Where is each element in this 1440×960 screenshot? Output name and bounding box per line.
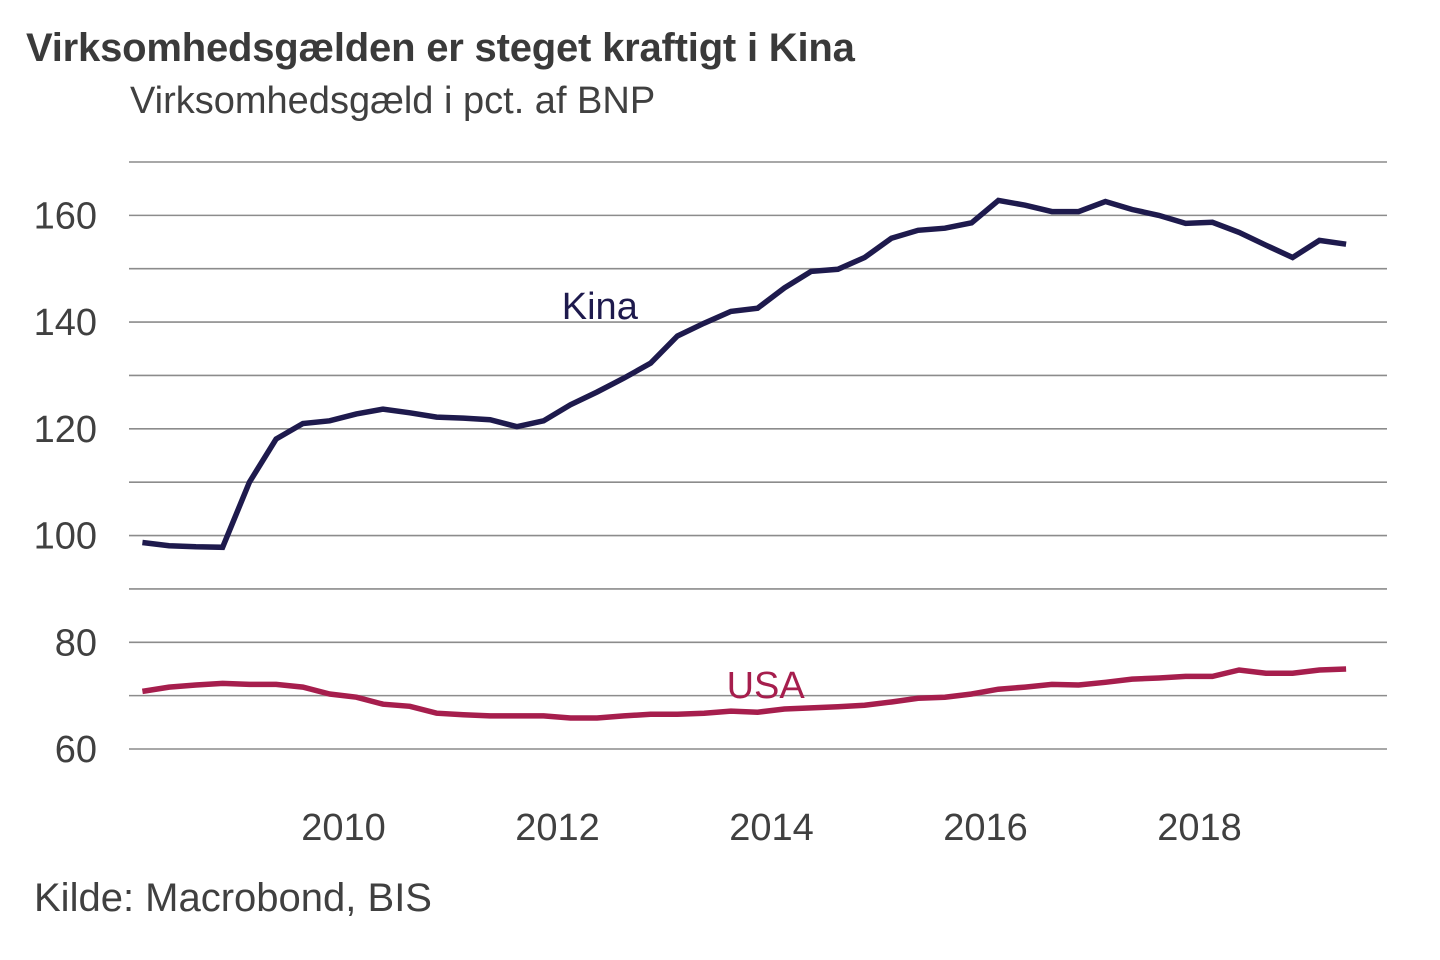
series-line-kina bbox=[142, 197, 1347, 551]
series bbox=[141, 197, 1347, 721]
x-tick-label: 2010 bbox=[301, 807, 386, 849]
series-label-usa: USA bbox=[727, 665, 806, 707]
y-axis: 60 80 100 120 140 160 bbox=[34, 195, 97, 771]
series-line-usa bbox=[141, 666, 1347, 721]
series-label-kina: Kina bbox=[562, 286, 639, 328]
series-labels: Kina USA bbox=[562, 286, 806, 707]
y-tick-label: 160 bbox=[34, 195, 97, 237]
x-axis: 2010 2012 2014 2016 2018 bbox=[301, 807, 1242, 849]
y-tick-label: 80 bbox=[55, 622, 97, 664]
x-tick-label: 2016 bbox=[943, 807, 1028, 849]
y-tick-label: 100 bbox=[34, 516, 97, 558]
chart-subtitle: Virksomhedsgæld i pct. af BNP bbox=[130, 80, 656, 122]
source-note: Kilde: Macrobond, BIS bbox=[34, 876, 432, 920]
chart-title: Virksomhedsgælden er steget kraftigt i K… bbox=[26, 26, 855, 70]
x-tick-label: 2012 bbox=[515, 807, 600, 849]
x-tick-label: 2014 bbox=[729, 807, 814, 849]
y-tick-label: 120 bbox=[34, 409, 97, 451]
y-tick-label: 60 bbox=[55, 729, 97, 771]
gridlines bbox=[129, 161, 1387, 750]
x-tick-label: 2018 bbox=[1157, 807, 1242, 849]
y-tick-label: 140 bbox=[34, 302, 97, 344]
